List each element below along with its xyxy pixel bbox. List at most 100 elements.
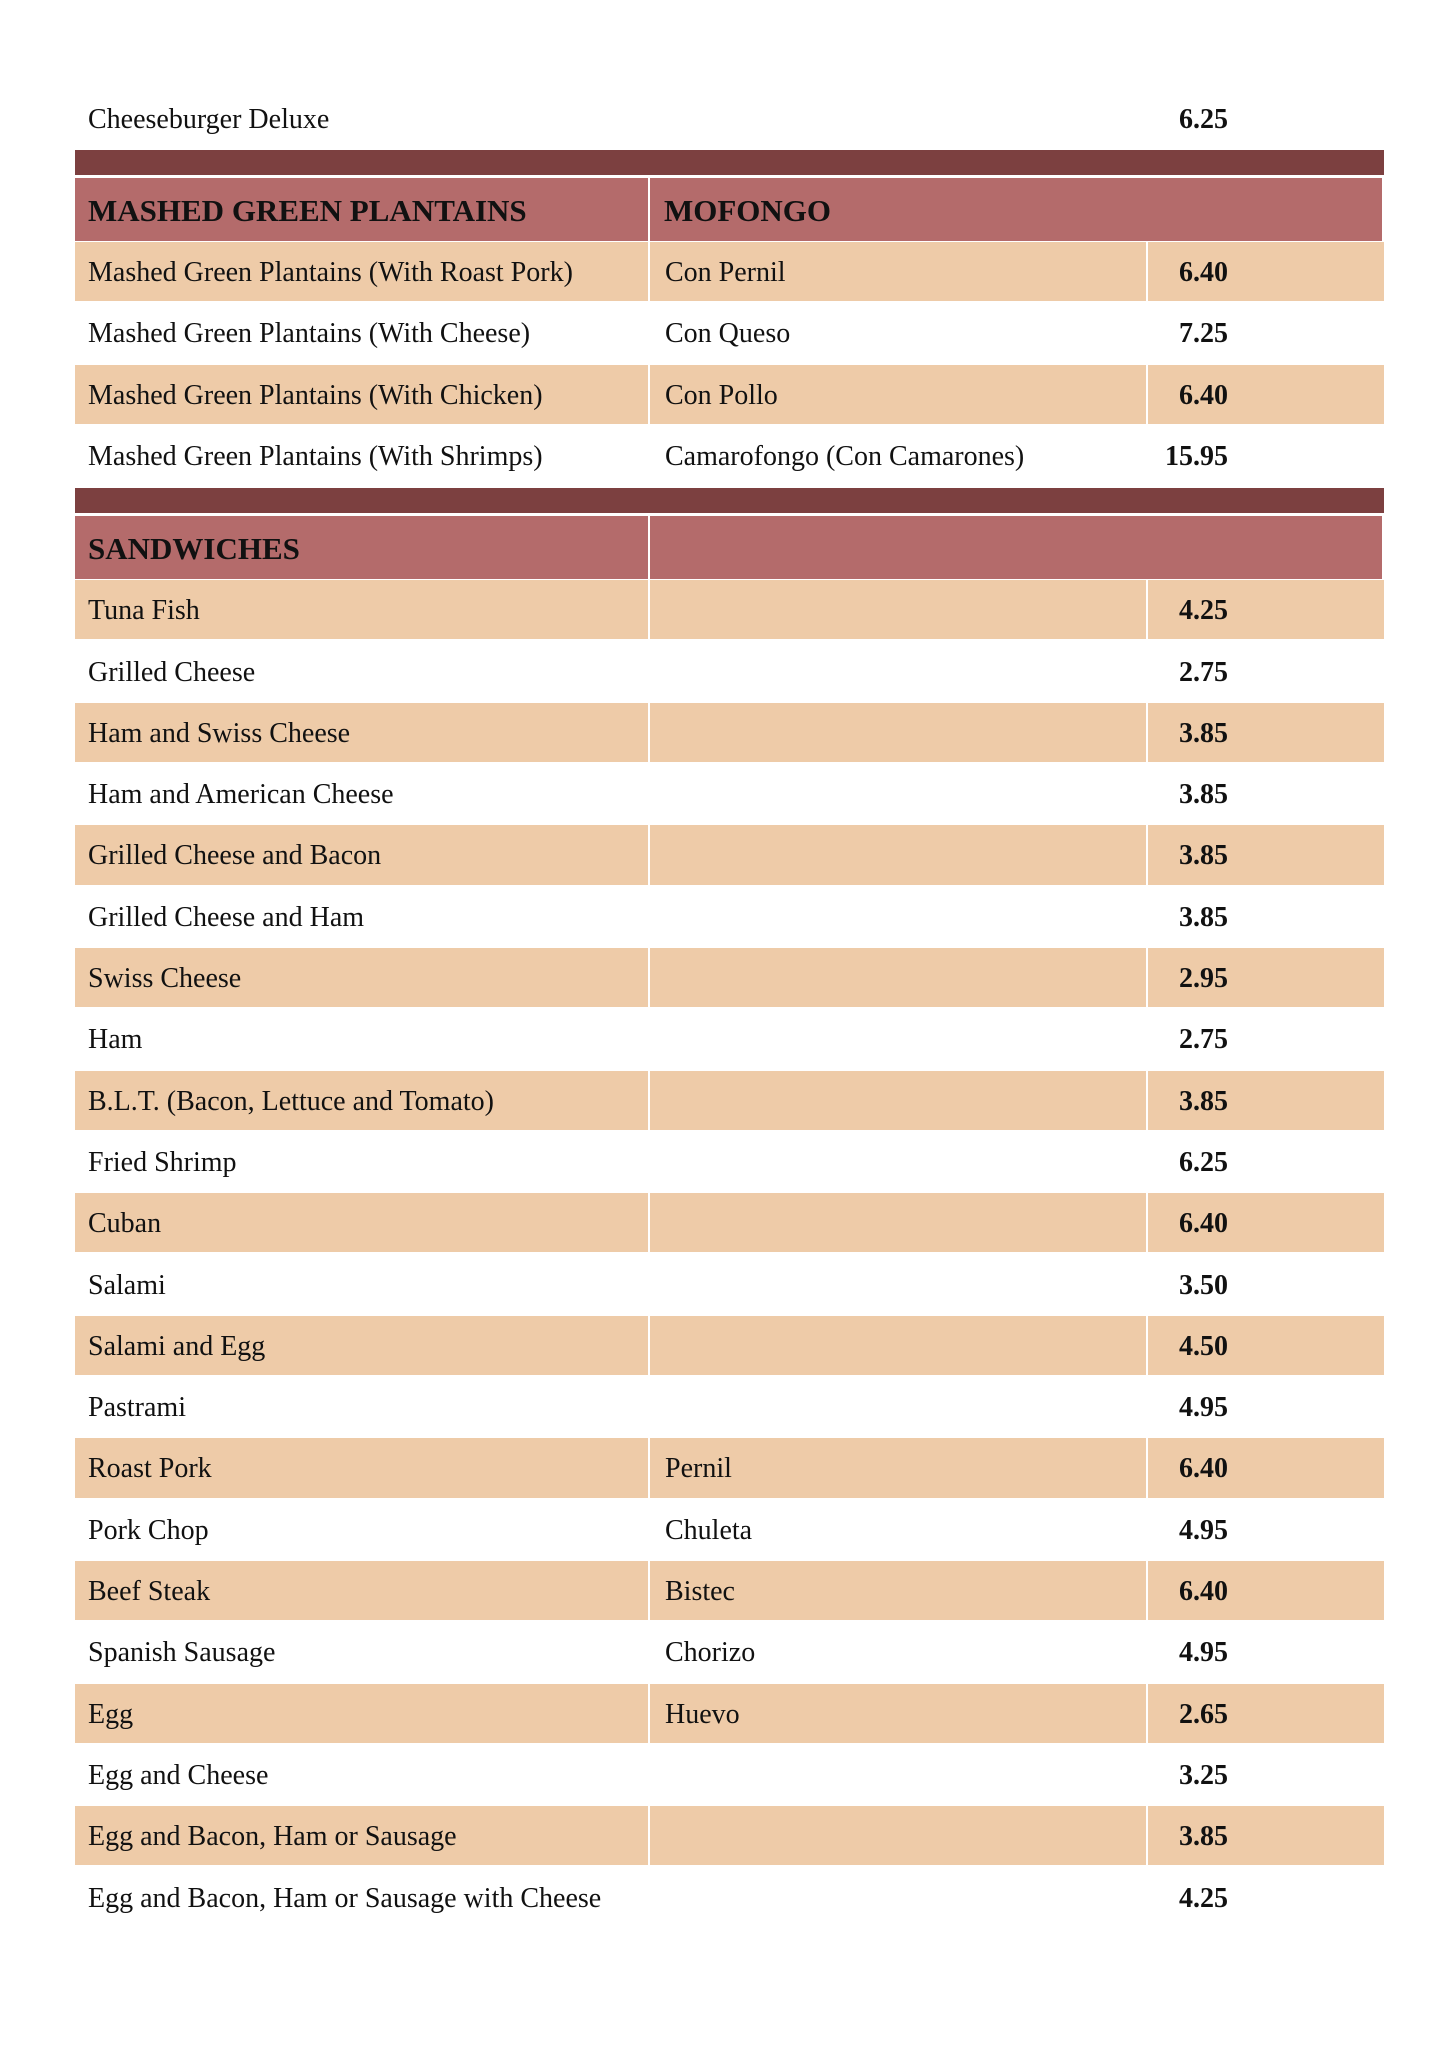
- item-name: Pork Chop: [88, 1514, 209, 1546]
- row-shade: [1148, 1193, 1384, 1253]
- item-price: 3.85: [1179, 1821, 1228, 1853]
- row-shade: [1148, 1683, 1384, 1743]
- item-name: Egg and Bacon, Ham or Sausage: [88, 1821, 457, 1853]
- section-header: MOFONGO: [664, 193, 832, 228]
- item-price: 15.95: [1165, 440, 1228, 472]
- row-shade: [1148, 1806, 1384, 1866]
- row-shade: [75, 1070, 648, 1130]
- item-name: Mashed Green Plantains (With Chicken): [88, 379, 543, 411]
- item-spanish: Con Queso: [665, 318, 791, 350]
- row-shade: [650, 1315, 1146, 1376]
- item-price: 6.40: [1179, 1208, 1228, 1240]
- item-price: 4.50: [1179, 1330, 1228, 1362]
- item-price: 6.40: [1179, 1453, 1228, 1485]
- row-shade: [650, 1070, 1146, 1130]
- item-name: Cuban: [88, 1208, 162, 1240]
- item-price: 6.40: [1179, 379, 1228, 411]
- row-shade: [650, 948, 1146, 1008]
- row-shade: [75, 580, 648, 640]
- item-name: B.L.T. (Bacon, Lettuce and Tomato): [88, 1085, 494, 1117]
- row-shade: [650, 1806, 1146, 1866]
- item-price: 6.25: [1179, 1146, 1228, 1178]
- row-shade: [75, 948, 648, 1008]
- item-name: Salami and Egg: [88, 1330, 266, 1362]
- row-shade: [650, 1438, 1146, 1498]
- row-shade: [75, 1683, 648, 1743]
- row-shade: [650, 1561, 1146, 1621]
- row-shade: [75, 1315, 648, 1376]
- row-shade: [1148, 580, 1384, 640]
- section-header: MASHED GREEN PLANTAINS: [88, 193, 527, 228]
- item-name: Grilled Cheese: [88, 656, 256, 688]
- item-price: 4.95: [1179, 1637, 1228, 1669]
- item-price: 3.85: [1179, 901, 1228, 933]
- item-price: 3.25: [1179, 1759, 1228, 1791]
- item-name: Egg: [88, 1698, 134, 1730]
- item-name: Ham and American Cheese: [88, 779, 394, 811]
- item-name: Mashed Green Plantains (With Shrimps): [88, 440, 543, 472]
- item-price: 3.85: [1179, 779, 1228, 811]
- row-shade: [650, 364, 1146, 424]
- item-price: 4.95: [1179, 1392, 1228, 1424]
- row-shade: [1148, 702, 1384, 763]
- item-spanish: Pernil: [665, 1453, 732, 1485]
- item-name: Fried Shrimp: [88, 1146, 237, 1178]
- row-shade: [75, 702, 648, 763]
- row-shade: [1148, 948, 1384, 1008]
- item-name: Tuna Fish: [88, 595, 200, 627]
- item-price: 2.75: [1179, 656, 1228, 688]
- item-name: Mashed Green Plantains (With Cheese): [88, 318, 531, 350]
- header-cell: [75, 178, 648, 241]
- item-name: Ham and Swiss Cheese: [88, 717, 351, 749]
- row-shade: [75, 825, 648, 885]
- item-price: 3.50: [1179, 1269, 1228, 1301]
- row-shade: [75, 1438, 648, 1498]
- item-price: 6.40: [1179, 1576, 1228, 1607]
- section-header: SANDWICHES: [88, 531, 300, 567]
- item-price: 6.25: [1179, 104, 1228, 135]
- row-shade: [1148, 364, 1384, 424]
- item-price: 3.85: [1179, 1085, 1228, 1117]
- item-spanish: Camarofongo (Con Camarones): [665, 440, 1025, 472]
- row-shade: [75, 1193, 648, 1253]
- item-name: Grilled Cheese and Ham: [88, 901, 365, 933]
- item-spanish: Con Pollo: [665, 379, 778, 411]
- header-cell: [650, 516, 1382, 580]
- item-price: 4.95: [1179, 1514, 1228, 1546]
- row-shade: [1148, 1315, 1384, 1376]
- item-name: Salami: [88, 1269, 166, 1301]
- row-shade: [650, 1193, 1146, 1253]
- row-shade: [1148, 1438, 1384, 1498]
- row-shade: [650, 580, 1146, 640]
- row-shade: [1148, 1561, 1384, 1621]
- item-price: 6.40: [1179, 257, 1228, 288]
- row-shade: [1148, 825, 1384, 885]
- row-shade: [1148, 1070, 1384, 1130]
- item-spanish: Chorizo: [665, 1637, 756, 1669]
- row-shade: [650, 702, 1146, 763]
- item-name: Roast Pork: [88, 1453, 212, 1485]
- row-shade: [75, 1806, 648, 1866]
- item-spanish: Con Pernil: [665, 257, 786, 288]
- item-spanish: Chuleta: [665, 1514, 753, 1546]
- row-shade: [650, 242, 1146, 302]
- item-name: Mashed Green Plantains (With Roast Pork): [88, 257, 573, 288]
- header-cell: [75, 516, 648, 580]
- section-band: [75, 488, 1384, 514]
- item-price: 4.25: [1179, 595, 1228, 627]
- row-shade: [650, 825, 1146, 885]
- item-name: Egg and Cheese: [88, 1759, 269, 1791]
- item-price: 3.85: [1179, 840, 1228, 872]
- row-shade: [75, 364, 648, 424]
- item-name: Swiss Cheese: [88, 963, 242, 994]
- item-price: 4.25: [1179, 1882, 1228, 1914]
- item-spanish: Bistec: [665, 1576, 735, 1607]
- row-shade: [75, 1561, 648, 1621]
- item-price: 2.65: [1179, 1698, 1228, 1730]
- row-shade: [75, 242, 648, 302]
- section-band: [75, 150, 1384, 175]
- item-name: Pastrami: [88, 1392, 186, 1424]
- row-shade: [1148, 242, 1384, 302]
- row-shade: [650, 1683, 1146, 1743]
